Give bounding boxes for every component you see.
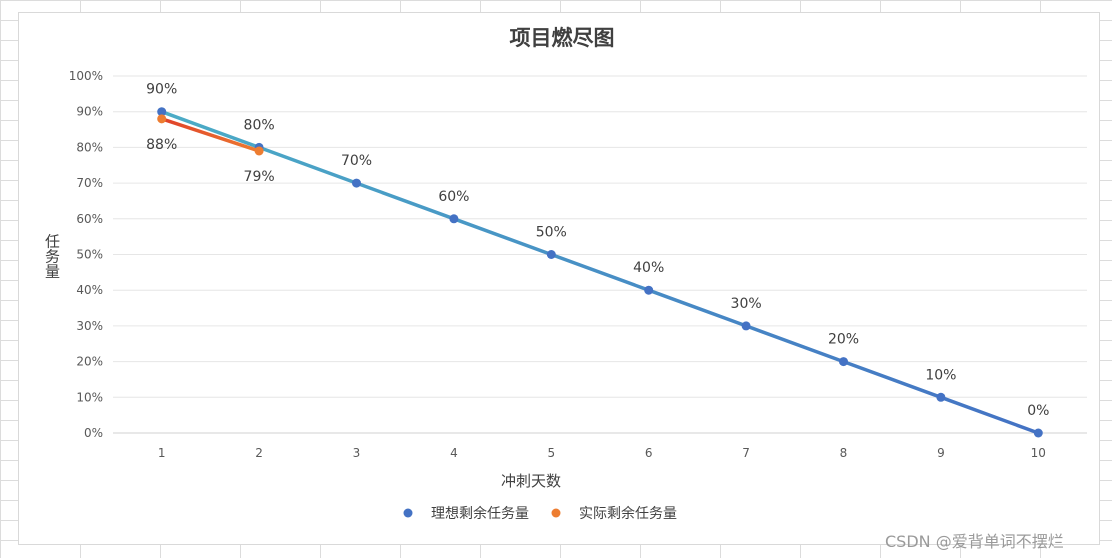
gridlines	[113, 75, 1087, 434]
y-tick-label: 30%	[76, 319, 103, 333]
data-point[interactable]	[352, 178, 361, 188]
x-axis-ticks: 1 2 3 4 5 6 7 8 9 10	[158, 446, 1046, 460]
data-point[interactable]	[1033, 428, 1043, 438]
y-tick-label: 10%	[76, 390, 103, 404]
data-label: 50%	[536, 225, 567, 241]
burndown-chart: 项目燃尽图 0%10%20%30%40%50%60%70%80%90%100% …	[43, 26, 1087, 522]
data-point[interactable]	[644, 285, 654, 295]
x-axis-title: 冲刺天数	[501, 472, 561, 490]
data-point[interactable]	[936, 392, 946, 402]
y-tick-label: 80%	[76, 140, 103, 154]
y-tick-label: 0%	[84, 426, 103, 440]
x-tick-label: 3	[353, 446, 361, 460]
legend-swatch-marker	[403, 508, 413, 518]
legend-label: 理想剩余任务量	[431, 505, 529, 522]
x-tick-label: 5	[547, 446, 555, 460]
series-layer: 90% 80% 70% 60% 50% 40% 30% 20% 10% 0% 88% 79%	[146, 82, 1049, 438]
x-tick-label: 10	[1031, 446, 1046, 460]
x-tick-label: 1	[158, 446, 166, 460]
series-1: 90% 80% 70% 60% 50% 40% 30% 20% 10% 0%	[146, 82, 1049, 438]
x-tick-label: 2	[255, 446, 263, 460]
y-tick-label: 100%	[69, 69, 103, 83]
y-tick-label: 40%	[76, 283, 103, 297]
y-tick-label: 90%	[76, 105, 103, 119]
data-label: 20%	[828, 332, 859, 348]
data-label: 30%	[731, 296, 762, 312]
chart-area[interactable]: 项目燃尽图 0% 10% 20% 30% 40% 50% 60% 70% 80% 90% 100% …	[18, 12, 1100, 545]
legend[interactable]: 理想剩余任务量 实际剩余任务量	[389, 505, 677, 522]
legend-item[interactable]: 实际剩余任务量	[537, 505, 677, 522]
series-line	[159, 117, 261, 153]
data-label: 40%	[633, 260, 664, 276]
chart-title: 项目燃尽图	[510, 26, 615, 50]
data-label: 88%	[146, 137, 177, 153]
data-point[interactable]	[741, 321, 751, 331]
legend-swatch-marker	[551, 508, 561, 518]
legend-item[interactable]: 理想剩余任务量	[389, 505, 529, 522]
y-tick-label: 70%	[76, 176, 103, 190]
data-label: 0%	[1027, 403, 1049, 419]
legend-label: 实际剩余任务量	[579, 505, 677, 522]
data-point[interactable]	[157, 107, 167, 117]
data-label: 80%	[244, 117, 275, 133]
data-label: 90%	[146, 82, 177, 98]
x-tick-label: 9	[937, 446, 945, 460]
data-point[interactable]	[449, 214, 459, 224]
y-tick-label: 50%	[76, 248, 103, 262]
data-point[interactable]	[157, 114, 167, 124]
y-axis-ticks: 0% 10% 20% 30% 40% 50% 60% 70% 80% 90% 100%	[69, 69, 103, 440]
data-point[interactable]	[254, 146, 264, 156]
series-2: 88% 79%	[146, 114, 275, 185]
watermark: CSDN @爱背单词不摆烂	[885, 532, 1064, 551]
y-axis-title: 任务量	[43, 234, 61, 279]
data-point[interactable]	[839, 357, 848, 367]
data-label: 79%	[244, 169, 275, 185]
data-label: 60%	[438, 189, 469, 205]
data-label: 70%	[341, 153, 372, 169]
x-tick-label: 6	[645, 446, 653, 460]
x-tick-label: 4	[450, 446, 458, 460]
y-tick-label: 20%	[76, 355, 103, 369]
y-tick-label: 60%	[76, 212, 103, 226]
data-label: 10%	[925, 367, 956, 383]
x-tick-label: 7	[742, 446, 750, 460]
series-line	[159, 109, 1041, 435]
x-tick-label: 8	[840, 446, 848, 460]
data-point[interactable]	[546, 250, 556, 259]
